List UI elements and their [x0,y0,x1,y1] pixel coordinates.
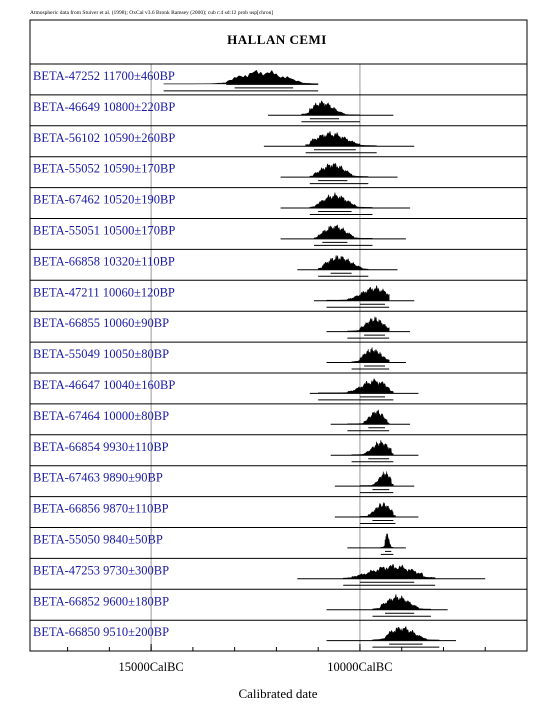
sample-row: BETA-67462 10520±190BP [30,187,527,215]
header-note: Atmospheric data from Stuiver et al. (19… [30,9,273,16]
sample-row: BETA-55049 10050±80BP [30,341,527,370]
sample-row: BETA-67464 10000±80BP [30,403,527,432]
sample-label: BETA-67463 9890±90BP [33,471,163,485]
probability-distribution [318,378,394,394]
sample-row: BETA-56102 10590±260BP [30,125,527,154]
sample-label: BETA-55049 10050±80BP [33,347,169,361]
sample-label: BETA-67464 10000±80BP [33,409,169,423]
probability-distribution [309,162,369,177]
sample-row: BETA-55052 10590±170BP [30,156,527,185]
sample-row: BETA-67463 9890±90BP [30,465,527,494]
probability-distribution [351,440,394,455]
probability-distribution [372,594,431,610]
probability-distribution [359,502,396,517]
sample-row: BETA-66856 9870±110BP [30,496,527,524]
sample-row: BETA-66858 10320±110BP [30,248,527,277]
sample-label: BETA-55051 10500±170BP [33,224,175,238]
probability-distribution [359,471,394,486]
plot-frame [29,19,528,652]
x-axis-label: Calibrated date [238,686,317,701]
chart-title: HALLAN CEMI [227,32,327,47]
probability-distribution [347,316,390,332]
probability-distribution [301,100,360,116]
sample-label: BETA-66854 9930±110BP [33,440,169,454]
x-tick-label: 10000CalBC [327,660,392,674]
sample-label: BETA-66856 9870±110BP [33,502,169,516]
probability-distribution [351,347,390,363]
sample-label: BETA-55052 10590±170BP [33,162,175,176]
sample-row: BETA-46647 10040±160BP [30,372,527,401]
x-tick-label: 15000CalBC [118,660,183,674]
probability-distribution [163,69,319,85]
sample-row: BETA-46649 10800±220BP [30,94,527,123]
sample-row: BETA-66852 9600±180BP [30,588,527,617]
sample-label: BETA-56102 10590±260BP [33,131,175,145]
sample-row: BETA-55050 9840±50BP [30,527,527,555]
rows-layer: BETA-47252 11700±460BP BETA-46649 10800±2… [30,63,527,648]
sample-label: BETA-46649 10800±220BP [33,100,175,114]
sample-label: BETA-66855 10060±90BP [33,316,169,330]
x-axis: 15000CalBC 10000CalBC [67,644,486,674]
sample-row: BETA-66854 9930±110BP [30,434,527,463]
probability-distribution [326,285,390,301]
sample-row: BETA-47211 10060±120BP [30,279,527,308]
sample-label: BETA-47252 11700±460BP [33,69,175,83]
probability-distribution [347,409,390,425]
sample-label: BETA-47211 10060±120BP [33,285,175,299]
sample-row: BETA-66855 10060±90BP [30,310,527,339]
sample-label: BETA-67462 10520±190BP [33,193,175,207]
probability-distribution [309,192,373,208]
probability-distribution [380,533,394,548]
sample-label: BETA-55050 9840±50BP [33,533,163,547]
probability-distribution [372,625,440,641]
grid-layer [150,64,361,651]
sample-label: BETA-66852 9600±180BP [33,594,169,608]
sample-row: BETA-66850 9510±200BP [30,619,527,648]
sample-label: BETA-66858 10320±110BP [33,254,175,268]
sample-row: BETA-47253 9730±300BP [30,557,527,586]
probability-distribution [305,130,377,146]
probability-distribution [342,563,436,579]
probability-distribution [317,255,369,270]
sample-label: BETA-47253 9730±300BP [33,563,169,577]
sample-label: BETA-66850 9510±200BP [33,625,169,639]
probability-distribution [313,224,373,239]
sample-row: BETA-47252 11700±460BP [30,63,527,92]
sample-row: BETA-55051 10500±170BP [30,218,527,246]
sample-label: BETA-46647 10040±160BP [33,378,175,392]
